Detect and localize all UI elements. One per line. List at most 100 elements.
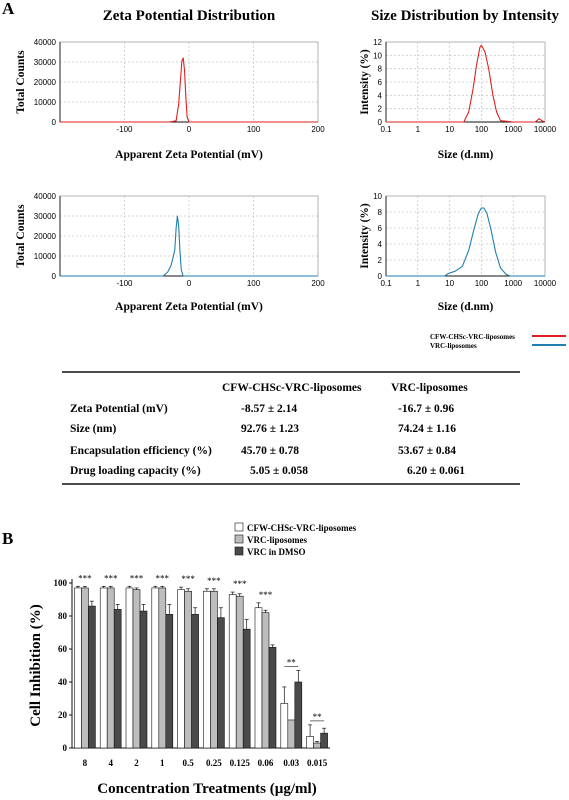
table-header-col1: CFW-CHSc-VRC-liposomes: [222, 382, 362, 394]
y-tick-label: 100: [54, 578, 68, 588]
chart-zeta-cfw: -100 0 100 200 0 10000 20000 30000 40000 Zeta Pot…: [15, 8, 325, 161]
table-cell: -8.57 ± 2.14: [241, 403, 297, 415]
x-tick-label: 10000: [534, 279, 557, 288]
bar-vrc-in-dmso: [165, 614, 174, 749]
bar-cfw-chsc-vrc-liposomes: [254, 607, 263, 749]
table-cell: 5.05 ± 0.058: [250, 465, 308, 477]
bar-vrc-in-dmso: [113, 609, 122, 749]
y-tick-label: 40000: [34, 192, 57, 201]
bar-vrc-liposomes: [132, 589, 141, 749]
y-tick-label: 30000: [34, 58, 57, 67]
x-tick-label: 1: [160, 758, 165, 768]
significance-label: ***: [130, 573, 144, 583]
y-tick-label: 20: [58, 710, 68, 720]
y-axis-label: Total Counts: [15, 50, 27, 114]
chart-cell-inhibition: 0 20 40 60 80 100 8 *** 4 *** 2 *** 1 *** 0.5 *** 0.25 **…: [28, 522, 357, 797]
x-tick-label: 200: [311, 279, 325, 288]
bar-vrc-in-dmso: [294, 681, 303, 749]
x-tick-label: 0: [187, 279, 192, 288]
table-cell: 92.76 ± 1.23: [241, 423, 299, 435]
legend-label: CFW-CHSc-VRC-liposomes: [247, 523, 357, 533]
legend-swatch: [234, 522, 244, 532]
chart-zeta-vrc: -100 0 100 200 0 10000 20000 30000 40000 Apparent…: [15, 192, 325, 313]
legend-label: VRC in DMSO: [247, 547, 306, 557]
plot-frame: [385, 195, 546, 277]
x-tick-label: 0: [187, 125, 192, 134]
bar-cfw-chsc-vrc-liposomes: [74, 587, 82, 749]
bar-vrc-liposomes: [287, 719, 296, 749]
y-axis-label: Intensity (%): [359, 203, 371, 269]
y-tick-label: 10000: [34, 98, 57, 107]
y-tick-label: 8: [378, 65, 383, 74]
legend-a-label-0: CFW-CHSc-VRC-liposomes: [430, 333, 515, 341]
bar-vrc-in-dmso: [139, 610, 148, 749]
y-tick-label: 6: [378, 224, 383, 233]
x-tick-label: 0.5: [182, 758, 194, 768]
significance-label: ***: [78, 573, 92, 583]
legend-swatch: [234, 546, 244, 556]
x-tick-label: 0.1: [380, 125, 392, 134]
bar-vrc-liposomes: [81, 587, 89, 749]
significance-label: ***: [207, 576, 221, 586]
bar-vrc-liposomes: [210, 590, 218, 749]
x-tick-label: 0.015: [307, 758, 328, 768]
significance-label: ***: [233, 579, 247, 589]
x-tick-label: 100: [247, 279, 261, 288]
bar-vrc-in-dmso: [217, 617, 225, 749]
bar-vrc-in-dmso: [88, 605, 96, 749]
significance-label: ***: [156, 573, 170, 583]
y-tick-label: 20000: [34, 78, 57, 87]
table-row-label: Encapsulation efficiency (%): [70, 445, 212, 457]
x-tick-label: 0.06: [258, 758, 274, 768]
y-axis-label: Intensity (%): [359, 49, 371, 115]
x-tick-label: 2: [134, 758, 139, 768]
bar-cfw-chsc-vrc-liposomes: [99, 587, 108, 749]
y-tick-label: 10000: [34, 252, 57, 261]
bar-vrc-in-dmso: [320, 732, 328, 749]
y-tick-label: 0: [378, 272, 383, 281]
y-tick-label: 40000: [34, 38, 57, 47]
significance-label: ***: [259, 590, 273, 600]
x-tick-label: 100: [475, 125, 489, 134]
y-tick-label: 20000: [34, 232, 57, 241]
y-tick-label: 80: [58, 611, 68, 621]
significance-label: ***: [104, 573, 118, 583]
series-line: [60, 215, 318, 277]
x-axis-label: Size (d.nm): [438, 301, 494, 313]
x-tick-label: 0.125: [230, 758, 251, 768]
x-tick-label: 0.1: [380, 279, 392, 288]
y-tick-label: 10: [373, 192, 382, 201]
bar-cfw-chsc-vrc-liposomes: [151, 587, 160, 749]
x-tick-label: 4: [108, 758, 113, 768]
bar-vrc-liposomes: [184, 590, 192, 749]
x-tick-label: -100: [116, 279, 133, 288]
table-cell: 74.24 ± 1.16: [398, 423, 456, 435]
plot-frame: [385, 41, 546, 123]
bar-vrc-liposomes: [158, 587, 167, 749]
x-tick-label: 10: [445, 279, 454, 288]
x-tick-label: 1000: [504, 125, 522, 134]
table-cell: 6.20 ± 0.061: [407, 465, 465, 477]
x-tick-label: 8: [83, 758, 88, 768]
y-tick-label: 4: [378, 240, 383, 249]
legend-label: VRC-liposomes: [247, 535, 307, 545]
bar-cfw-chsc-vrc-liposomes: [280, 703, 289, 749]
y-tick-label: 2: [378, 256, 383, 265]
series-line: [386, 207, 545, 277]
panel-label-b: B: [2, 529, 13, 548]
y-tick-label: 60: [58, 644, 68, 654]
x-tick-label: 200: [311, 125, 325, 134]
y-tick-label: 12: [373, 38, 382, 47]
significance-label: **: [287, 657, 297, 667]
y-tick-label: 8: [378, 208, 383, 217]
y-tick-label: 10: [373, 51, 382, 60]
bar-vrc-in-dmso: [268, 647, 277, 749]
bar-cfw-chsc-vrc-liposomes: [228, 594, 237, 749]
y-tick-label: 30000: [34, 212, 57, 221]
series-line: [60, 57, 318, 123]
y-tick-label: 0: [63, 743, 68, 753]
table-header-col2: VRC-liposomes: [391, 382, 468, 394]
x-axis-label: Size (d.nm): [438, 149, 494, 161]
bar-vrc-liposomes: [313, 742, 321, 749]
x-axis-label: Apparent Zeta Potential (mV): [115, 301, 263, 313]
